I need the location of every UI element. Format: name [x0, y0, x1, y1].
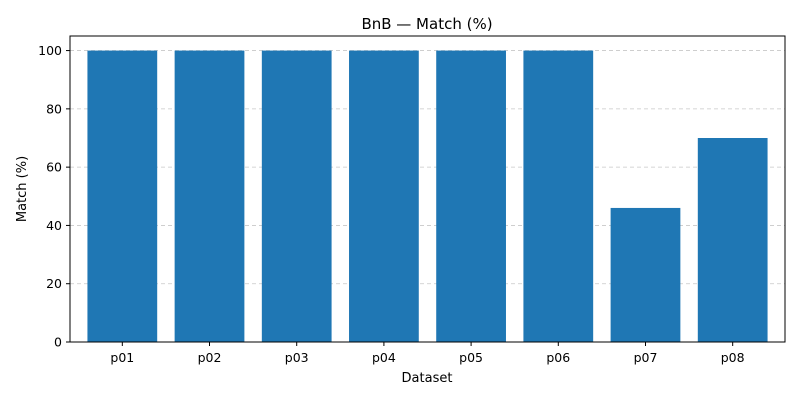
y-axis-label: Match (%) — [15, 156, 30, 222]
x-tick-label: p06 — [546, 350, 570, 365]
plot-frame — [69, 35, 786, 343]
x-tick-label: p05 — [459, 350, 483, 365]
bar-p01 — [87, 50, 158, 342]
x-axis-label: Dataset — [402, 371, 453, 386]
bar-p04 — [349, 50, 419, 342]
y-tick-label: 0 — [54, 335, 62, 350]
bar-p05 — [436, 50, 506, 342]
y-tick-label: 100 — [38, 43, 62, 58]
y-tick-label: 60 — [46, 160, 62, 175]
x-tick-label: p08 — [721, 350, 745, 365]
bar-p02 — [174, 50, 245, 342]
bar-p07 — [610, 207, 681, 342]
y-axis-ticks: 0 20 40 60 80 100 — [38, 43, 70, 350]
x-tick-label: p04 — [372, 350, 396, 365]
x-tick-label: p07 — [634, 350, 658, 365]
y-tick-label: 20 — [46, 276, 62, 291]
x-tick-label: p02 — [198, 350, 222, 365]
bar-p06 — [523, 50, 594, 342]
x-tick-label: p03 — [285, 350, 309, 365]
x-tick-label: p01 — [110, 350, 134, 365]
bar-p03 — [261, 50, 332, 342]
x-axis-ticks: p01 p02 p03 p04 p05 p06 p07 p08 — [110, 342, 745, 365]
chart-title: BnB — Match (%) — [361, 15, 492, 33]
bars — [87, 50, 768, 342]
y-tick-label: 40 — [46, 218, 62, 233]
bar-p08 — [697, 138, 768, 342]
y-tick-label: 80 — [46, 101, 62, 116]
